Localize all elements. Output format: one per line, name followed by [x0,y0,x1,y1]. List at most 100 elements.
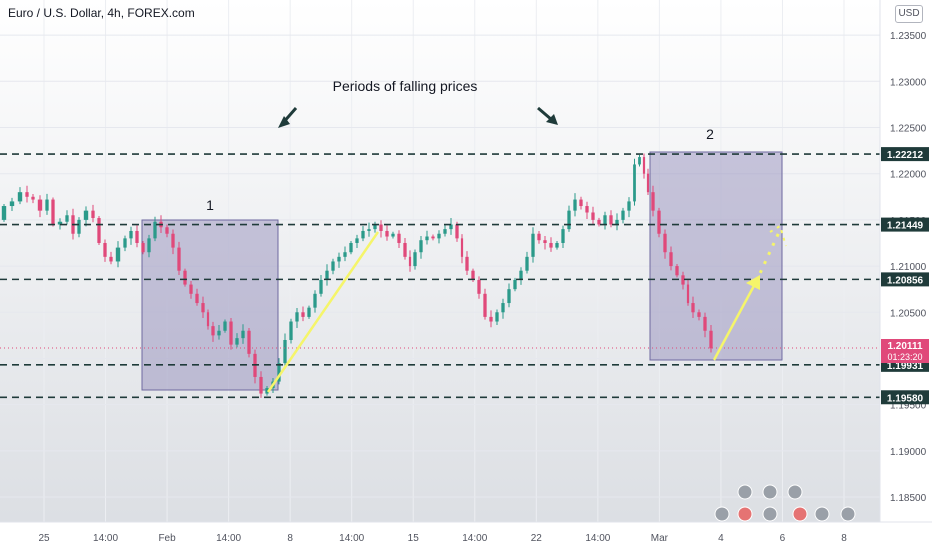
candle-body [591,212,595,220]
candle-body [325,270,329,280]
time-tick-label: 15 [408,533,420,544]
time-tick-label: 14:00 [585,533,610,544]
candle-body [646,173,650,193]
candle-body [349,242,353,253]
level-label-text: 1.20856 [887,275,924,286]
candle-body [489,316,493,322]
level-label-bg [881,272,929,287]
candles [1,153,713,398]
candle-body [403,242,407,257]
candle-body [289,321,293,340]
box-2-label: 2 [706,126,714,142]
consolidation-box-1[interactable] [141,219,279,391]
candle-body [471,270,475,280]
candle-body [408,256,412,267]
time-tick-label: 14:00 [462,533,487,544]
arrow-right-icon[interactable] [537,106,558,125]
candle-body [663,233,667,253]
candle-body [603,215,607,225]
price-tick-label: 1.19000 [890,447,927,458]
candle-body [1,206,7,220]
earth-icon [714,506,730,522]
candle-body [669,252,673,267]
candle-body [483,293,487,317]
candle-body [206,312,210,327]
candle-body [609,215,613,225]
last-price-label: 1.20111 01:23:20 [881,339,929,363]
candle-body [555,242,559,248]
candle-body [259,376,263,394]
time-axis[interactable] [0,522,932,550]
time-tick-label: Feb [158,533,176,544]
currency-button[interactable]: USD [895,5,923,23]
level-label-text: 1.22212 [887,150,924,161]
candle-body [91,210,95,219]
candle-body [573,199,577,211]
candle-body [561,229,565,243]
candle-body [495,312,499,322]
candle-body [129,230,133,239]
price-tick-label: 1.19500 [890,401,927,412]
candle-body [627,201,631,211]
last-price-value: 1.20111 [887,341,922,352]
candle-body [183,270,187,285]
earth-icon [787,484,803,500]
candle-body [123,238,127,248]
arrow-left-icon[interactable] [278,107,298,128]
candle-body [313,293,317,308]
candle-body [419,240,423,253]
candle-body [171,233,175,248]
candle-body [177,247,181,271]
candle-body [709,330,713,349]
candle-body [686,284,690,304]
earth-icon [814,506,830,522]
candle-body [615,219,619,225]
candle-body [223,321,227,331]
candle-body [465,256,469,271]
candle-body [147,238,151,253]
candle-body [9,201,15,207]
event-icons[interactable] [714,484,856,522]
time-tick-label: 25 [38,533,50,544]
candle-body [331,261,335,271]
candle-body [633,164,636,202]
candle-body [57,221,63,225]
level-label-text: 1.19931 [887,361,924,372]
candle-body [115,247,121,262]
candle-body [31,196,35,200]
time-tick-label: 22 [531,533,543,544]
candle-body [397,233,401,243]
candle-body [449,224,453,230]
candle-body [681,275,685,285]
candle-body [17,192,23,202]
candle-body [413,252,417,267]
projection-arrow-line[interactable] [712,281,758,361]
candle-body [265,388,269,394]
candle-body [531,233,535,257]
level-label-bg [881,390,929,405]
candle-body [367,229,371,231]
candle-body [443,229,447,234]
price-tick-label: 1.22500 [890,123,927,134]
rally-arrow-line[interactable] [266,231,380,393]
price-tick-label: 1.23000 [890,77,927,88]
box-1-label: 1 [206,197,214,213]
candle-body [141,242,145,253]
candle-body [229,321,233,345]
candle-body [195,293,199,304]
candle-body [77,219,81,234]
time-tick-label: 6 [780,533,786,544]
time-axis-ticks: 25 14:00 Feb 14:00 8 14:00 15 14:00 22 14:00 Mar 4 6… [38,533,847,544]
candle-body [543,240,547,243]
price-tick-label: 1.18500 [890,493,927,504]
candle-body [217,330,221,336]
candle-body [165,227,169,234]
candle-body [373,224,377,230]
candle-body [97,218,101,243]
level-label-text: 1.19580 [887,393,924,404]
level-price-labels: 1.22212 1.21449 1.20856 1.19931 1.19580 [881,147,929,405]
candle-body [277,363,281,382]
candle-body [437,233,441,239]
